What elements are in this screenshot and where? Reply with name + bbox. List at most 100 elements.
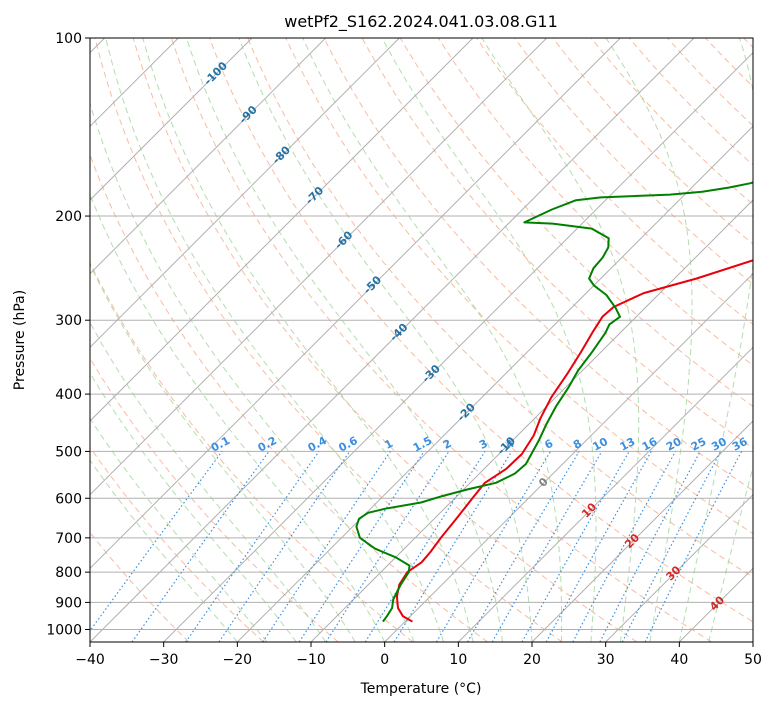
chart-title: wetPf2_S162.2024.041.03.08.G11 (284, 12, 558, 32)
dry-adiabat-line (437, 38, 753, 366)
y-tick-label: 600 (55, 491, 82, 507)
isotherm-line (90, 38, 474, 422)
x-tick-label: 0 (380, 652, 389, 668)
dry-adiabat-line (132, 38, 638, 642)
isotherm-line (531, 420, 753, 642)
temperature-profile-line (395, 259, 753, 623)
y-tick-label: 800 (55, 565, 82, 581)
mixing-ratio-label: 13 (618, 435, 638, 454)
mixing-ratio-line (90, 451, 223, 632)
dry-adiabat-line (552, 38, 753, 245)
isotherm-line (384, 272, 753, 642)
dry-adiabat-line (170, 38, 712, 642)
y-tick-label: 1000 (46, 622, 82, 638)
isotherm-line (90, 38, 327, 275)
moist-adiabat-line (90, 372, 297, 642)
y-tick-label: 700 (55, 531, 82, 547)
mixing-ratio-line (298, 451, 425, 642)
isotherm-line (457, 346, 753, 642)
mixing-ratio-line (262, 451, 391, 642)
isotherm-line (90, 38, 695, 642)
mixing-ratio-label: 2 (441, 437, 454, 452)
dry-adiabat-line (361, 38, 753, 449)
x-tick-label: −20 (223, 652, 253, 668)
y-tick-label: 300 (55, 313, 82, 329)
mixing-ratio-label: 25 (689, 435, 709, 454)
moist-adiabat-line (481, 38, 640, 642)
mixing-ratio-line (218, 451, 351, 642)
moist-adiabat-line (90, 321, 327, 642)
moist-adiabat-line (678, 38, 753, 642)
x-tick-label: 10 (449, 652, 467, 668)
mixing-ratio-label: 16 (640, 435, 660, 454)
dewpoint-profile-line (355, 181, 753, 623)
dry-adiabat-line (704, 38, 753, 88)
x-tick-label: −10 (296, 652, 326, 668)
isotherm-line (678, 567, 753, 642)
mixing-ratio-line (521, 451, 630, 642)
x-tick-label: 20 (523, 652, 541, 668)
mixing-ratio-line (131, 451, 270, 642)
moist-adiabat-line (90, 263, 356, 642)
x-tick-label: 30 (597, 652, 615, 668)
y-tick-label: 400 (55, 387, 82, 403)
isotherm-line (90, 38, 621, 570)
y-tick-label: 500 (55, 444, 82, 460)
moist-adiabat-line (90, 193, 386, 642)
dry-adiabat-line (208, 38, 753, 623)
dry-adiabat-line (285, 38, 753, 535)
moist-adiabat-line (186, 38, 503, 642)
dry-adiabat-line (247, 38, 753, 578)
x-tick-label: −30 (149, 652, 179, 668)
dry-adiabat-line (399, 38, 753, 408)
dry-adiabat-line (90, 531, 190, 642)
moist-adiabat-line (142, 38, 474, 642)
moist-adiabat-line (90, 459, 238, 642)
dry-adiabat-line (628, 38, 753, 166)
mixing-ratio-label: 20 (664, 435, 684, 454)
mixing-ratio-line (364, 451, 486, 642)
mixing-ratio-line (572, 451, 677, 642)
mixing-ratio-line (545, 451, 652, 642)
dry-adiabat-line (323, 38, 753, 492)
plot-frame (89, 37, 754, 643)
moist-adiabat-line (605, 38, 693, 642)
x-tick-label: 40 (670, 652, 688, 668)
moist-adiabat-line (708, 465, 753, 642)
moist-adiabat-line (381, 38, 597, 642)
isotherm-line (90, 38, 400, 349)
x-tick-label: −40 (75, 652, 105, 668)
moist-adiabat-line (90, 417, 268, 642)
x-tick-label: 50 (744, 652, 762, 668)
dry-adiabat-line (666, 38, 753, 127)
mixing-ratio-label: 10 (590, 435, 610, 454)
dry-adiabat-line (94, 38, 563, 642)
mixing-ratio-label: 30 (709, 435, 729, 454)
isotherm-line (163, 51, 753, 642)
dry-adiabat-line (90, 446, 264, 642)
mixing-ratio-line (621, 451, 722, 642)
isotherm-line (310, 199, 753, 642)
dry-adiabat-line (90, 261, 414, 642)
isotherm-line (752, 641, 753, 642)
dry-adiabat-line (90, 153, 488, 642)
mixing-ratio-line (325, 451, 450, 642)
mixing-ratio-line (393, 451, 513, 642)
y-tick-label: 100 (55, 31, 82, 47)
mixing-ratio-line (644, 451, 743, 642)
x-axis-label: Temperature (°C) (360, 681, 482, 697)
dry-adiabat-line (769, 25, 775, 642)
y-tick-label: 200 (55, 209, 82, 225)
moist-adiabat-line (238, 38, 533, 642)
isotherm-line (90, 38, 253, 201)
moist-adiabat-line (105, 38, 445, 642)
isotherm-line (90, 38, 548, 496)
mixing-ratio-label: 6 (543, 437, 556, 452)
mixing-ratio-line (466, 451, 580, 642)
dry-adiabat-line (90, 357, 339, 642)
moist-adiabat-line (302, 38, 563, 642)
y-tick-label: 900 (55, 595, 82, 611)
mixing-ratio-line (185, 451, 320, 642)
